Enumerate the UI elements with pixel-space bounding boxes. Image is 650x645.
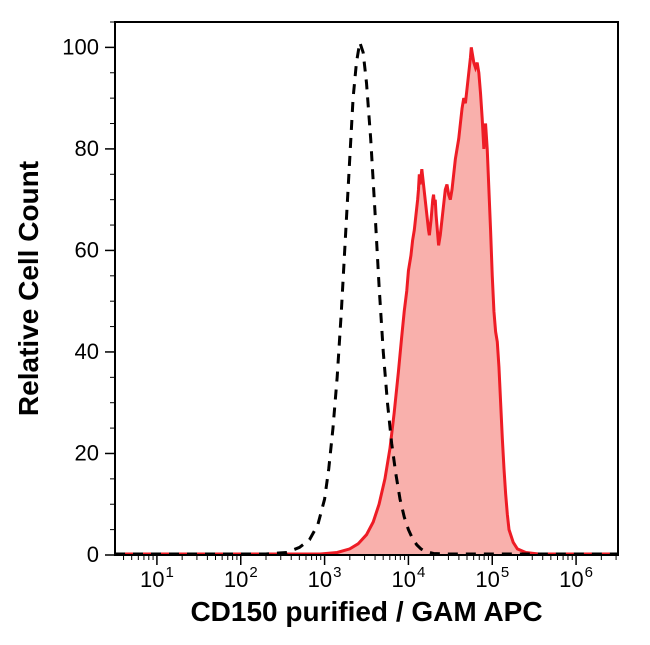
- x-tick-label: 104: [392, 564, 426, 592]
- y-tick-label: 80: [75, 136, 99, 161]
- y-tick-label: 60: [75, 237, 99, 262]
- x-tick-label: 105: [475, 564, 509, 592]
- y-axis-label: Relative Cell Count: [13, 161, 44, 416]
- chart-svg: 101 102 103 104 105 106 0 20 40 60 80 100 Relative C…: [0, 0, 650, 645]
- x-tick-label: 106: [559, 564, 593, 592]
- x-tick-label: 103: [308, 564, 342, 592]
- y-tick-label: 100: [62, 34, 99, 59]
- x-tick-label: 101: [140, 564, 174, 592]
- y-tick-label: 20: [75, 440, 99, 465]
- x-tick-label: 102: [224, 564, 258, 592]
- x-axis-label: CD150 purified / GAM APC: [190, 596, 542, 627]
- y-tick-label: 40: [75, 339, 99, 364]
- y-tick-label: 0: [87, 542, 99, 567]
- histogram-chart: 101 102 103 104 105 106 0 20 40 60 80 100 Relative C…: [0, 0, 650, 645]
